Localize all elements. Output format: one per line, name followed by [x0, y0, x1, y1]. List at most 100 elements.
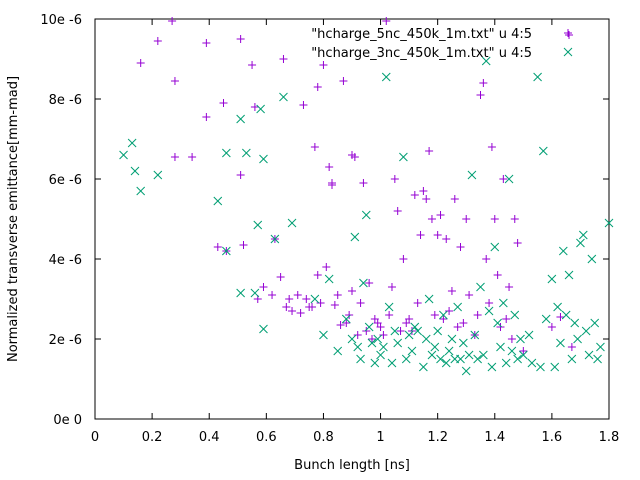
cross-point — [487, 362, 497, 372]
plus-point — [387, 283, 396, 291]
x-tick-label: 0 — [91, 430, 99, 445]
cross-point — [476, 282, 485, 292]
cross-point — [578, 230, 588, 240]
cross-point — [324, 274, 334, 284]
cross-point — [384, 302, 394, 312]
plus-point — [282, 303, 291, 311]
plus-point — [456, 243, 465, 251]
plus-point — [465, 291, 474, 299]
cross-point — [333, 346, 343, 356]
plus-point — [313, 83, 322, 91]
plus-point — [502, 315, 511, 323]
cross-point — [550, 362, 560, 372]
plus-point — [313, 271, 322, 279]
cross-point — [516, 334, 525, 344]
plus-point — [482, 255, 491, 263]
plus-point — [410, 191, 419, 199]
cross-point — [453, 302, 463, 312]
legend-marker-3nc — [563, 47, 573, 57]
cross-point — [127, 138, 137, 148]
cross-point — [427, 350, 437, 360]
x-tick-label: 1 — [376, 430, 384, 445]
plus-point — [316, 299, 325, 307]
cross-point — [573, 334, 582, 344]
cross-point — [527, 358, 537, 368]
cross-point — [319, 330, 328, 340]
plus-point — [565, 31, 574, 39]
plus-point — [547, 323, 556, 331]
series-5nc-points — [136, 17, 576, 355]
plus-point — [445, 307, 454, 315]
plus-point — [473, 311, 482, 319]
plus-point — [248, 61, 257, 69]
plot-frame — [94, 18, 610, 420]
plus-point — [413, 299, 422, 307]
x-tick-label: 1.4 — [484, 430, 505, 445]
cross-point — [570, 318, 580, 328]
cross-point — [561, 310, 571, 320]
plus-point — [202, 39, 211, 47]
cross-point — [213, 196, 223, 206]
plus-point — [350, 153, 359, 161]
plus-point — [236, 171, 245, 179]
plus-point — [513, 239, 522, 247]
plus-point — [479, 79, 488, 87]
plus-point — [188, 153, 197, 161]
cross-point — [236, 288, 245, 298]
plus-point — [213, 243, 222, 251]
cross-point — [381, 72, 391, 82]
cross-point — [518, 350, 528, 360]
cross-point — [153, 170, 163, 180]
plus-point — [296, 309, 305, 317]
cross-point — [413, 326, 423, 336]
plus-point — [168, 17, 177, 25]
cross-point — [553, 302, 562, 312]
cross-point — [496, 342, 505, 352]
cross-point — [564, 270, 574, 280]
cross-point — [444, 346, 454, 356]
plus-point — [219, 99, 228, 107]
cross-point — [419, 362, 428, 372]
y-tick-label: 6e -6 — [49, 173, 82, 188]
cross-point — [507, 346, 517, 356]
plus-point — [416, 231, 425, 239]
cross-point — [538, 146, 548, 156]
cross-point — [541, 314, 551, 324]
cross-point — [350, 232, 360, 242]
cross-point — [584, 350, 594, 360]
plus-point — [359, 179, 368, 187]
plus-point — [499, 175, 508, 183]
cross-point — [407, 346, 417, 356]
plus-point — [325, 163, 334, 171]
x-axis-label: Bunch length [ns] — [294, 458, 410, 473]
cross-point — [356, 354, 365, 364]
plus-point — [433, 231, 442, 239]
plus-point — [202, 113, 211, 121]
x-tick-label: 1.8 — [599, 430, 620, 445]
plus-point — [476, 91, 485, 99]
plus-point — [396, 327, 405, 335]
cross-point — [533, 72, 542, 82]
cross-point — [524, 330, 534, 340]
cross-point — [470, 330, 480, 340]
cross-point — [341, 314, 351, 324]
plus-point — [442, 235, 451, 243]
cross-point — [484, 306, 494, 316]
plus-point — [259, 283, 268, 291]
cross-point — [119, 150, 128, 160]
cross-point — [241, 148, 251, 158]
cross-point — [498, 298, 508, 308]
plus-point — [356, 299, 365, 307]
plus-point — [239, 241, 248, 249]
plus-point — [427, 215, 436, 223]
cross-point — [439, 310, 448, 320]
plus-point — [390, 175, 399, 183]
cross-point — [556, 338, 565, 348]
legend-marker-symbol — [563, 47, 573, 57]
cross-point — [424, 294, 434, 304]
cross-point — [459, 338, 468, 348]
plus-point — [436, 211, 445, 219]
plus-point — [336, 321, 345, 329]
cross-point — [513, 354, 522, 364]
